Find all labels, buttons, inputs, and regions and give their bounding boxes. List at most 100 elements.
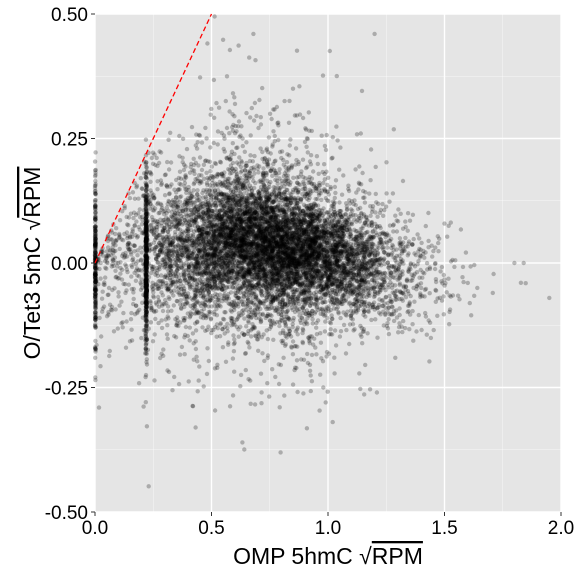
data-point (358, 264, 363, 269)
data-point (211, 195, 216, 200)
data-point (158, 178, 164, 183)
data-point (365, 331, 370, 336)
data-point (164, 332, 170, 337)
data-point (166, 217, 171, 223)
data-point (334, 73, 339, 79)
data-point (272, 264, 277, 269)
data-point (193, 425, 198, 430)
data-point (385, 245, 390, 250)
data-point (268, 225, 273, 230)
data-point (239, 209, 244, 214)
data-point (329, 156, 334, 161)
data-point (340, 262, 345, 268)
data-point (338, 213, 344, 218)
data-point (241, 280, 246, 285)
data-point (205, 182, 210, 187)
data-point (301, 230, 307, 235)
data-point (208, 234, 213, 239)
data-point (271, 107, 276, 112)
data-point (324, 132, 329, 138)
data-point (257, 257, 263, 262)
data-point (107, 348, 113, 354)
data-point (344, 204, 349, 209)
data-point (335, 228, 340, 233)
data-point (232, 222, 238, 228)
data-point (232, 369, 237, 374)
data-point (187, 255, 192, 261)
data-point (279, 294, 284, 299)
data-point (259, 218, 264, 223)
data-point (257, 253, 262, 258)
data-point (366, 242, 372, 247)
data-point (421, 251, 426, 257)
data-point (151, 264, 156, 270)
data-point (222, 136, 227, 141)
data-point (344, 201, 349, 206)
data-point (300, 340, 306, 346)
data-point (332, 371, 337, 376)
data-point (418, 267, 423, 273)
data-point (341, 225, 347, 231)
data-point (148, 320, 154, 325)
data-point (131, 290, 136, 295)
data-point (347, 300, 352, 305)
data-point (403, 219, 408, 224)
data-point (367, 246, 373, 251)
data-point (219, 228, 224, 233)
data-point (255, 285, 260, 290)
data-point (286, 120, 292, 126)
data-point (281, 259, 286, 265)
data-point (337, 200, 342, 205)
data-point (400, 178, 406, 184)
data-point (306, 299, 312, 304)
data-point (257, 97, 262, 103)
data-point (463, 250, 469, 255)
data-point (389, 304, 395, 309)
data-point (236, 334, 241, 339)
data-point (236, 43, 241, 48)
data-point (227, 131, 232, 136)
data-point (328, 263, 333, 268)
data-point (321, 180, 326, 186)
data-point (347, 256, 353, 261)
data-point (209, 285, 215, 290)
data-point (266, 181, 272, 187)
data-point (218, 322, 223, 327)
data-point (358, 226, 364, 231)
data-point (420, 275, 425, 280)
data-point (319, 245, 324, 251)
data-point (316, 233, 321, 238)
data-point (273, 280, 278, 285)
data-point (107, 353, 112, 359)
data-point (274, 277, 280, 282)
data-point (135, 273, 140, 278)
data-point (309, 254, 315, 260)
data-point (187, 236, 192, 241)
data-point (313, 269, 318, 274)
data-point (186, 267, 192, 272)
data-point (243, 213, 248, 218)
data-point (261, 233, 266, 238)
data-point (163, 317, 168, 322)
data-point (427, 266, 433, 272)
data-point (275, 223, 281, 228)
data-point (227, 233, 232, 239)
data-point (159, 318, 164, 323)
data-point (136, 196, 141, 201)
data-point (266, 252, 271, 258)
data-point (313, 270, 318, 275)
data-point (211, 202, 216, 208)
data-point (307, 368, 313, 373)
data-point (284, 209, 289, 215)
data-point (427, 291, 432, 296)
data-point (168, 130, 173, 135)
data-point (234, 211, 239, 217)
data-point (246, 271, 251, 277)
data-point (398, 289, 403, 294)
data-point (190, 256, 195, 261)
data-point (292, 251, 298, 257)
data-point (129, 327, 134, 332)
data-point (202, 249, 207, 254)
data-point (299, 357, 304, 362)
data-point (341, 322, 347, 328)
